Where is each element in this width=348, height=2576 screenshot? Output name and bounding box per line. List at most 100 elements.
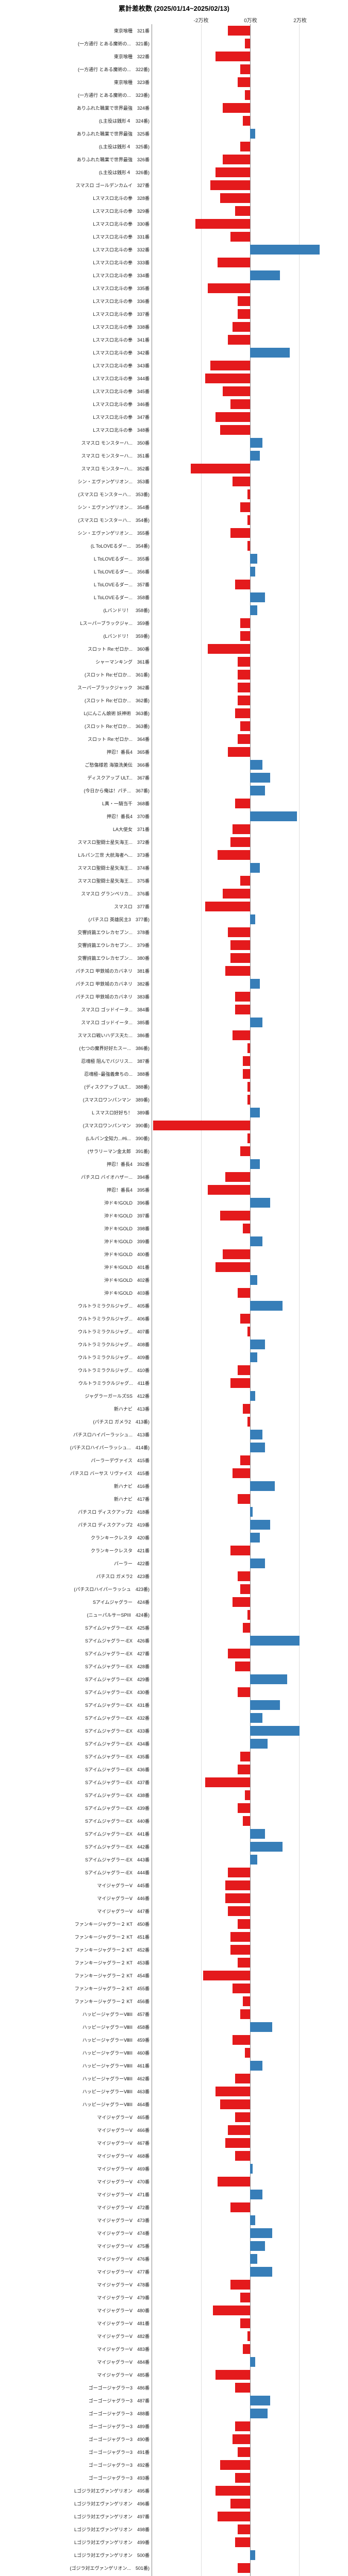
row-label: ウルトラミラクルジャグ... 408番	[0, 1341, 152, 1348]
bar-area	[152, 2033, 348, 2046]
chart-row: ゴーゴージャグラー3 486番	[0, 2381, 348, 2394]
row-label: マイジャグラーⅤ 466番	[0, 2127, 152, 2133]
bar-area	[152, 153, 348, 166]
bar-area	[152, 282, 348, 295]
bar	[250, 811, 297, 821]
row-label: スマスロ聖闘士星矢海王... 375番	[0, 877, 152, 884]
bar	[235, 580, 250, 589]
chart-row: ウルトラミラクルジャグ... 405番	[0, 1299, 348, 1312]
bar-area	[152, 101, 348, 114]
bar	[225, 2138, 250, 2148]
chart-row: Lゴジラ対エヴァンゲリオン 495番	[0, 2484, 348, 2497]
bar-area	[152, 449, 348, 462]
bar-area	[152, 1055, 348, 1067]
chart-title: 累計差枚数 (2025/01/14~2025/02/13)	[0, 0, 348, 16]
bar-area	[152, 2021, 348, 2033]
row-label: 交響詩篇エウレカセブン... 379番	[0, 942, 152, 948]
bar	[238, 696, 250, 705]
chart-row: Lゴジラ対エヴァンゲリオン 497番	[0, 2510, 348, 2523]
bar-area	[152, 926, 348, 939]
chart-row: Sアイムジャグラー-EX 425番	[0, 1621, 348, 1634]
row-label: 沖ドキ!GOLD 397番	[0, 1212, 152, 1219]
bar-area	[152, 1827, 348, 1840]
chart-row: L真・一騎当千 368番	[0, 797, 348, 810]
row-label: Lゴジラ対エヴァンゲリオン 499番	[0, 2539, 152, 2546]
bar	[235, 1662, 250, 1671]
chart-row: Sアイムジャグラー-EX 435番	[0, 1750, 348, 1763]
bar	[240, 631, 250, 641]
chart-row: Lゴジラ対エヴァンゲリオン 500番	[0, 2549, 348, 2562]
chart-row: 押忍！番長4 395番	[0, 1183, 348, 1196]
bar	[216, 167, 250, 177]
bar-area	[152, 2407, 348, 2420]
bar-area	[152, 1724, 348, 1737]
bar-area	[152, 861, 348, 874]
row-label: Sアイムジャグラー-EX 436番	[0, 1766, 152, 1773]
row-label: (スロット Re:ゼロか... 361番)	[0, 671, 152, 678]
chart-row: Lスマスロ北斗の拳 331番	[0, 230, 348, 243]
bar-area	[152, 1480, 348, 1493]
row-label: Lスマスロ北斗の拳 346番	[0, 401, 152, 408]
chart-row: Lスマスロ北斗の拳 346番	[0, 398, 348, 411]
bar	[220, 1211, 250, 1221]
bar	[235, 206, 250, 216]
row-label: 押忍！番長4 392番	[0, 1161, 152, 1167]
bar-area	[152, 1467, 348, 1480]
bar-area	[152, 604, 348, 617]
chart-row: マイジャグラーⅤ 472番	[0, 2201, 348, 2214]
chart-row: パチスロ 甲鉄城のカバネリ 382番	[0, 977, 348, 990]
bar-area	[152, 436, 348, 449]
chart-row: (Lバンドリ！ 358番)	[0, 604, 348, 617]
bar	[240, 1455, 250, 1465]
row-label: 沖ドキ!GOLD 403番	[0, 1290, 152, 1296]
row-label: ハッピージャグラーⅧII 464番	[0, 2101, 152, 2108]
bar-area	[152, 1493, 348, 1505]
bar	[230, 1932, 251, 1942]
chart-row: マイジャグラーⅤ 482番	[0, 2330, 348, 2343]
bar-area	[152, 900, 348, 913]
bar-area	[152, 1093, 348, 1106]
chart-row: Sアイムジャグラー-EX 437番	[0, 1776, 348, 1789]
bar	[240, 1752, 250, 1761]
bar	[228, 1906, 250, 1916]
chart-row: Lスマスロ北斗の拳 338番	[0, 320, 348, 333]
chart-row: Lスマスロ北斗の拳 347番	[0, 411, 348, 423]
chart-row: Lスマスロ北斗の拳 348番	[0, 423, 348, 436]
chart-row: Sアイムジャグラー-EX 433番	[0, 1724, 348, 1737]
row-label: Lスマスロ北斗の拳 348番	[0, 427, 152, 433]
chart-row: 押忍！番長4 365番	[0, 745, 348, 758]
row-label: パチスロ ガメラ2 423番	[0, 1573, 152, 1580]
bar-area	[152, 1686, 348, 1699]
chart-row: スマスロ モンスターハ... 352番	[0, 462, 348, 475]
chart-row: パチスロ 甲鉄城のカバネリ 383番	[0, 990, 348, 1003]
bar	[210, 180, 250, 190]
bar	[243, 1224, 250, 1233]
bar	[238, 1494, 250, 1504]
row-label: Sアイムジャグラー-EX 438番	[0, 1792, 152, 1799]
bar	[233, 1984, 250, 1993]
chart-row: ファンキージャグラー２ KT 450番	[0, 1918, 348, 1930]
bar	[247, 1327, 250, 1336]
chart-row: 沖ドキ!GOLD 401番	[0, 1261, 348, 1274]
row-label: Lスーパーブラックジャ... 359番	[0, 620, 152, 626]
bar	[247, 1133, 250, 1143]
bar	[250, 438, 262, 448]
chart-row: Sアイムジャグラー-EX 441番	[0, 1827, 348, 1840]
bar-area	[152, 939, 348, 952]
row-label: 新ハナビ 417番	[0, 1496, 152, 1502]
row-label: クランキークレスタ 421番	[0, 1547, 152, 1554]
bar-area	[152, 1815, 348, 1827]
chart-row: パチスロハイパーラッシュ... 413番	[0, 1428, 348, 1441]
chart-row: Lスマスロ北斗の拳 334番	[0, 269, 348, 282]
bar-area	[152, 565, 348, 578]
axis-tick: 2万枚	[293, 16, 307, 24]
bar-area	[152, 1261, 348, 1274]
bar	[238, 309, 250, 319]
chart-row: ありふれた職業で世界最強 325番	[0, 127, 348, 140]
bar	[230, 2280, 251, 2290]
bar-area	[152, 1441, 348, 1454]
bar	[216, 412, 250, 422]
bar	[228, 26, 250, 36]
bar	[245, 2048, 250, 2058]
row-label: Lゴジラ対エヴァンゲリオン 496番	[0, 2500, 152, 2507]
